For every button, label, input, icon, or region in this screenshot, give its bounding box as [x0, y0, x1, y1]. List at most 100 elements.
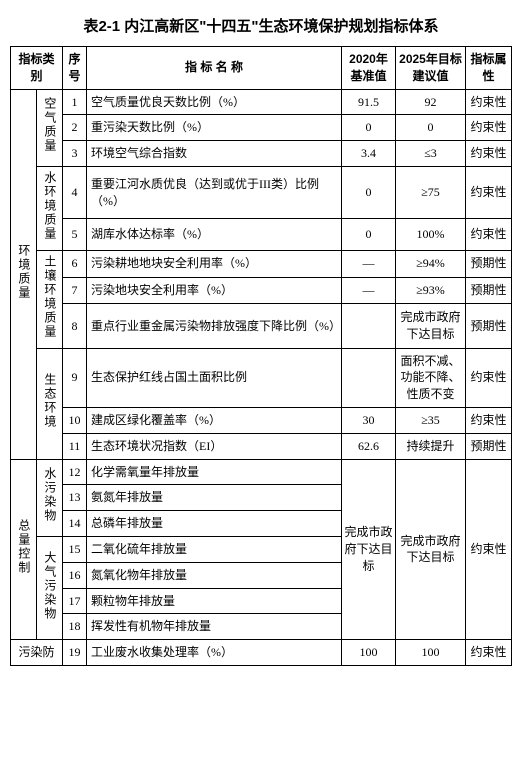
cell-name: 颗粒物年排放量: [87, 588, 342, 614]
cat1-pollution-prev: 污染防: [11, 640, 63, 666]
cell-seq: 2: [63, 115, 87, 141]
header-base: 2020年基准值: [342, 47, 396, 90]
cell-target: 0: [396, 115, 466, 141]
cell-base: —: [342, 250, 396, 277]
cell-base: —: [342, 277, 396, 304]
cell-attr: 约束性: [466, 89, 512, 115]
cell-name: 氮氧化物年排放量: [87, 562, 342, 588]
cell-target: 92: [396, 89, 466, 115]
cell-name: 化学需氧量年排放量: [87, 459, 342, 485]
cell-name: 挥发性有机物年排放量: [87, 614, 342, 640]
cell-target: 100%: [396, 219, 466, 251]
cell-attr-merged: 约束性: [466, 459, 512, 640]
header-seq: 序号: [63, 47, 87, 90]
cell-seq: 13: [63, 485, 87, 511]
table-row: 3 环境空气综合指数 3.4 ≤3 约束性: [11, 141, 512, 167]
indicator-table: 指标类别 序号 指 标 名 称 2020年基准值 2025年目标建议值 指标属性…: [10, 46, 512, 666]
cell-seq: 15: [63, 536, 87, 562]
cell-attr: 约束性: [466, 640, 512, 666]
cell-seq: 18: [63, 614, 87, 640]
cell-name: 污染地块安全利用率（%）: [87, 277, 342, 304]
cell-target: ≥75: [396, 166, 466, 218]
cell-target-merged: 完成市政府下达目标: [396, 459, 466, 640]
cell-attr: 约束性: [466, 166, 512, 218]
cell-name: 生态保护红线占国土面积比例: [87, 348, 342, 407]
cell-seq: 9: [63, 348, 87, 407]
cell-base: 0: [342, 219, 396, 251]
cell-base: 0: [342, 115, 396, 141]
cat2-air: 空气质量: [37, 89, 63, 166]
cell-base: 100: [342, 640, 396, 666]
cell-target: 持续提升: [396, 433, 466, 459]
cell-attr: 约束性: [466, 141, 512, 167]
cell-target: 100: [396, 640, 466, 666]
cell-seq: 6: [63, 250, 87, 277]
cell-seq: 19: [63, 640, 87, 666]
header-attr: 指标属性: [466, 47, 512, 90]
cat2-water: 水环境质量: [37, 166, 63, 250]
cell-name: 湖库水体达标率（%）: [87, 219, 342, 251]
cell-target: 完成市政府下达目标: [396, 304, 466, 348]
cell-target: ≥93%: [396, 277, 466, 304]
cell-base: 0: [342, 166, 396, 218]
cell-name: 环境空气综合指数: [87, 141, 342, 167]
cat2-eco: 生态环境: [37, 348, 63, 459]
table-row: 8 重点行业重金属污染物排放强度下降比例（%） 完成市政府下达目标 预期性: [11, 304, 512, 348]
cell-target: ≤3: [396, 141, 466, 167]
table-row: 水环境质量 4 重要江河水质优良（达到或优于III类）比例（%） 0 ≥75 约…: [11, 166, 512, 218]
table-row: 环境质量 空气质量 1 空气质量优良天数比例（%） 91.5 92 约束性: [11, 89, 512, 115]
cell-seq: 8: [63, 304, 87, 348]
cell-seq: 5: [63, 219, 87, 251]
cat1-env-quality: 环境质量: [11, 89, 37, 459]
table-row: 2 重污染天数比例（%） 0 0 约束性: [11, 115, 512, 141]
cat2-air-pol: 大气污染物: [37, 536, 63, 639]
cell-attr: 约束性: [466, 115, 512, 141]
table-row: 10 建成区绿化覆盖率（%） 30 ≥35 约束性: [11, 407, 512, 433]
cell-base: [342, 304, 396, 348]
table-row: 污染防 19 工业废水收集处理率（%） 100 100 约束性: [11, 640, 512, 666]
cell-name: 二氧化硫年排放量: [87, 536, 342, 562]
cell-seq: 14: [63, 511, 87, 537]
table-row: 5 湖库水体达标率（%） 0 100% 约束性: [11, 219, 512, 251]
cell-name: 重污染天数比例（%）: [87, 115, 342, 141]
cell-attr: 预期性: [466, 277, 512, 304]
table-row: 7 污染地块安全利用率（%） — ≥93% 预期性: [11, 277, 512, 304]
table-row: 生态环境 9 生态保护红线占国土面积比例 面积不减、功能不降、性质不变 约束性: [11, 348, 512, 407]
cell-target: ≥94%: [396, 250, 466, 277]
cell-name: 氨氮年排放量: [87, 485, 342, 511]
cell-attr: 预期性: [466, 304, 512, 348]
cat1-total-control: 总量控制: [11, 459, 37, 640]
cat2-water-pol: 水污染物: [37, 459, 63, 536]
cell-base: [342, 348, 396, 407]
cell-attr: 约束性: [466, 348, 512, 407]
cat2-soil: 土壤环境质量: [37, 250, 63, 348]
cell-name: 生态环境状况指数（EI）: [87, 433, 342, 459]
cell-name: 重点行业重金属污染物排放强度下降比例（%）: [87, 304, 342, 348]
cell-seq: 7: [63, 277, 87, 304]
header-category: 指标类别: [11, 47, 63, 90]
cell-target: 面积不减、功能不降、性质不变: [396, 348, 466, 407]
cell-seq: 3: [63, 141, 87, 167]
cell-base: 30: [342, 407, 396, 433]
cell-seq: 11: [63, 433, 87, 459]
cell-seq: 10: [63, 407, 87, 433]
table-title: 表2-1 内江高新区"十四五"生态环境保护规划指标体系: [10, 15, 512, 36]
cell-base: 62.6: [342, 433, 396, 459]
header-name: 指 标 名 称: [87, 47, 342, 90]
cell-base: 3.4: [342, 141, 396, 167]
cell-attr: 预期性: [466, 250, 512, 277]
header-row: 指标类别 序号 指 标 名 称 2020年基准值 2025年目标建议值 指标属性: [11, 47, 512, 90]
cell-name: 重要江河水质优良（达到或优于III类）比例（%）: [87, 166, 342, 218]
cell-attr: 约束性: [466, 219, 512, 251]
cell-name: 工业废水收集处理率（%）: [87, 640, 342, 666]
cell-attr: 约束性: [466, 407, 512, 433]
cell-base: 91.5: [342, 89, 396, 115]
cell-seq: 16: [63, 562, 87, 588]
table-row: 土壤环境质量 6 污染耕地地块安全利用率（%） — ≥94% 预期性: [11, 250, 512, 277]
cell-name: 建成区绿化覆盖率（%）: [87, 407, 342, 433]
header-target: 2025年目标建议值: [396, 47, 466, 90]
cell-target: ≥35: [396, 407, 466, 433]
cell-name: 污染耕地地块安全利用率（%）: [87, 250, 342, 277]
table-row: 11 生态环境状况指数（EI） 62.6 持续提升 预期性: [11, 433, 512, 459]
cell-seq: 17: [63, 588, 87, 614]
